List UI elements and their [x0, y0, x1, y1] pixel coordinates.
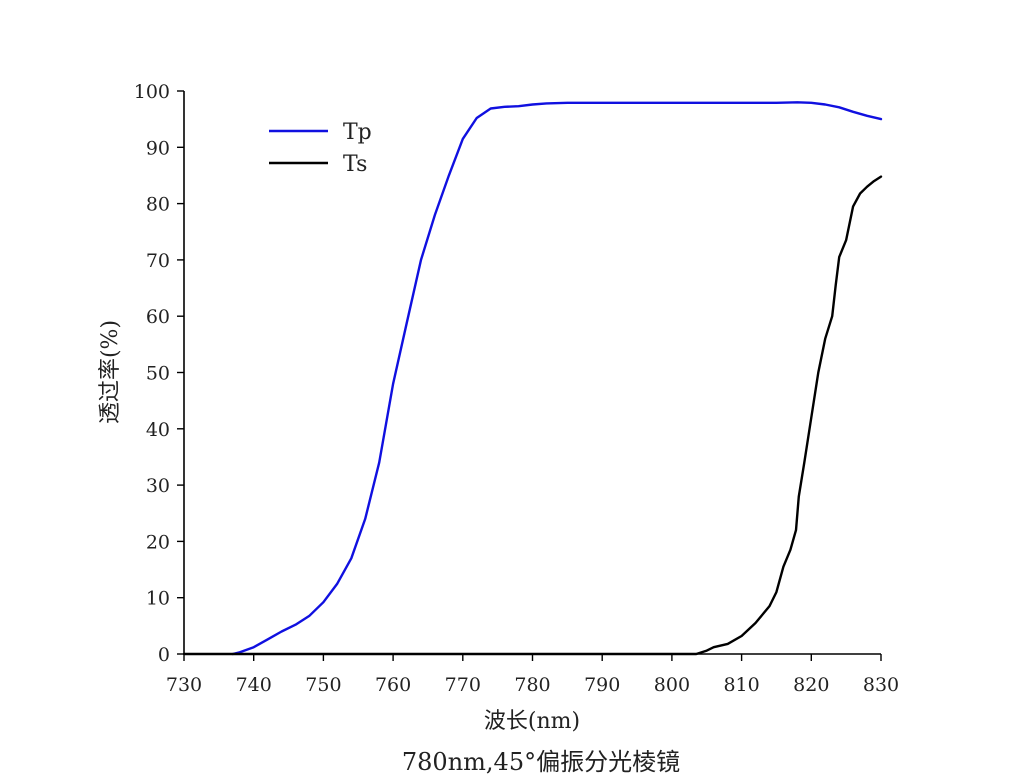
y-tick-label: 20	[146, 531, 170, 553]
y-axis-title: 透过率(%)	[98, 320, 123, 424]
axes	[183, 91, 881, 655]
y-tick-label: 90	[146, 137, 170, 159]
y-tick-label: 80	[146, 194, 170, 216]
y-tick-label: 30	[146, 475, 170, 497]
x-tick-label: 820	[793, 674, 829, 696]
y-tick-label: 0	[158, 644, 170, 666]
x-tick-label: 790	[584, 674, 620, 696]
legend-label-tp: Tp	[343, 120, 372, 145]
x-axis-title: 波长(nm)	[484, 709, 580, 734]
series-line-ts	[182, 175, 883, 656]
y-tick-label: 60	[146, 306, 170, 328]
series-line-tp	[231, 101, 883, 656]
y-tick-label: 10	[146, 588, 170, 610]
x-tick-label: 740	[236, 674, 272, 696]
x-tick-label: 800	[654, 674, 690, 696]
plot-lines	[182, 101, 883, 656]
y-tick-label: 100	[134, 81, 170, 103]
x-tick-label: 760	[375, 674, 411, 696]
x-tick-label: 780	[514, 674, 550, 696]
y-tick-label: 70	[146, 250, 170, 272]
y-tick-label: 50	[146, 363, 170, 385]
legend-label-ts: Ts	[343, 152, 367, 177]
x-tick-label: 750	[305, 674, 341, 696]
chart-title: 780nm,45°偏振分光棱镜	[402, 748, 680, 776]
x-tick-label: 830	[863, 674, 899, 696]
y-tick-label: 40	[146, 419, 170, 441]
x-tick-label: 770	[445, 674, 481, 696]
ticks: 730 740 750 760 770 780 790 800 810 820 830 0 10 20 30…	[134, 81, 899, 696]
legend: Tp Ts	[269, 120, 372, 177]
x-tick-label: 810	[723, 674, 759, 696]
x-tick-label: 730	[166, 674, 202, 696]
